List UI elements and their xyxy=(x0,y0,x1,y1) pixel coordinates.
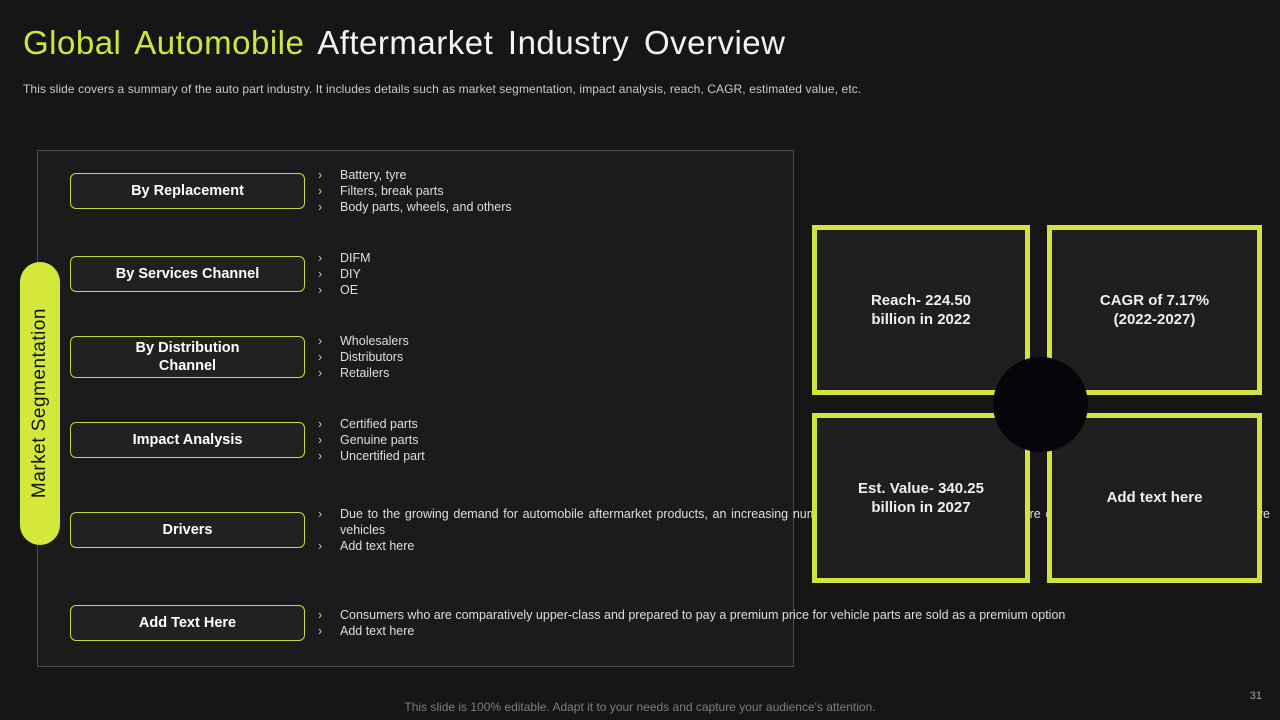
list-item: › Battery, tyre xyxy=(318,167,407,182)
segmentation-row: By Distribution Channel › Wholesalers › Di… xyxy=(70,334,1270,380)
segmentation-row: Add Text Here › Consumers who are compara… xyxy=(70,598,1270,648)
footer-note: This slide is 100% editable. Adapt it to… xyxy=(404,700,876,714)
stat-text: Reach- 224.50 billion in 2022 xyxy=(870,291,972,329)
stat-text: Add text here xyxy=(1106,489,1203,507)
segmentation-row: Impact Analysis › Certified parts › Genuin… xyxy=(70,417,1270,463)
chevron-bullet-icon: › xyxy=(318,333,323,348)
chevron-bullet-icon: › xyxy=(318,283,323,298)
market-segmentation-label: Market Segmentation xyxy=(29,308,50,499)
list-item: › Due to the growing demand for automobil… xyxy=(318,506,1270,537)
list-item: › DIY xyxy=(318,266,361,281)
bullet-list: › Due to the growing demand for automobil… xyxy=(318,506,1270,555)
list-item: › Certified parts xyxy=(318,416,418,431)
chevron-bullet-icon: › xyxy=(318,183,323,198)
stat-box-est-value[interactable]: Est. Value- 340.25 billion in 2027 xyxy=(812,413,1030,583)
title-rest: Aftermarket Industry Overview xyxy=(317,24,786,61)
list-item: › Genuine parts xyxy=(318,432,419,447)
chevron-bullet-icon: › xyxy=(318,506,323,521)
list-item: › Wholesalers xyxy=(318,333,409,348)
bullet-list: › Consumers who are comparatively upper-c… xyxy=(318,607,1270,640)
button-label: Drivers xyxy=(162,521,213,538)
stat-text: CAGR of 7.17% (2022-2027) xyxy=(1099,291,1210,329)
chevron-bullet-icon: › xyxy=(318,416,323,431)
segmentation-panel xyxy=(37,150,794,667)
by-distribution-channel-button[interactable]: By Distribution Channel xyxy=(70,335,305,379)
chevron-bullet-icon: › xyxy=(318,200,323,215)
list-item: › Body parts, wheels, and others xyxy=(318,200,512,215)
chevron-bullet-icon: › xyxy=(318,250,323,265)
add-text-here-button[interactable]: Add Text Here xyxy=(70,605,305,641)
list-item: › Uncertified part xyxy=(318,449,425,464)
bullet-list: › Wholesalers › Distributors › Retailers xyxy=(318,333,1270,382)
button-label: By Services Channel xyxy=(115,265,260,282)
bullet-list: › DIFM › DIY › OE xyxy=(318,250,1270,299)
list-item: › OE xyxy=(318,283,359,298)
list-item: › Add text here xyxy=(318,624,415,638)
page-number: 31 xyxy=(1249,690,1262,702)
list-item: › Retailers xyxy=(318,366,390,381)
chevron-bullet-icon: › xyxy=(318,349,323,364)
stat-box-add-text[interactable]: Add text here xyxy=(1047,413,1262,583)
chevron-bullet-icon: › xyxy=(318,266,323,281)
segmentation-row: Drivers › Due to the growing demand for a… xyxy=(70,497,1270,563)
chevron-bullet-icon: › xyxy=(318,624,323,638)
impact-analysis-button[interactable]: Impact Analysis xyxy=(70,422,305,458)
market-segmentation-pill[interactable]: Market Segmentation xyxy=(20,262,60,545)
button-label: Impact Analysis xyxy=(132,431,243,448)
button-label: By Distribution Channel xyxy=(135,339,240,374)
page-title: Global Automobile Aftermarket Industry O… xyxy=(23,24,786,62)
button-label: By Replacement xyxy=(131,182,244,199)
chevron-bullet-icon: › xyxy=(318,366,323,381)
segmentation-row: By Replacement › Battery, tyre › Filters, … xyxy=(70,168,1270,214)
segmentation-row: By Services Channel › DIFM › DIY › OE xyxy=(70,251,1270,297)
list-item: › Add text here xyxy=(318,539,415,554)
chevron-bullet-icon: › xyxy=(318,432,323,447)
by-replacement-button[interactable]: By Replacement xyxy=(70,173,305,209)
chevron-bullet-icon: › xyxy=(318,449,323,464)
list-item: › Filters, break parts xyxy=(318,183,444,198)
drivers-button[interactable]: Drivers xyxy=(70,512,305,548)
by-services-channel-button[interactable]: By Services Channel xyxy=(70,256,305,292)
chevron-bullet-icon: › xyxy=(318,607,323,622)
title-highlight: Global Automobile xyxy=(23,24,305,61)
list-item: › Consumers who are comparatively upper-c… xyxy=(318,607,1066,622)
chevron-bullet-icon: › xyxy=(318,539,323,554)
stat-box-cagr[interactable]: CAGR of 7.17% (2022-2027) xyxy=(1047,225,1262,395)
stat-text: Est. Value- 340.25 billion in 2027 xyxy=(858,479,984,517)
chevron-bullet-icon: › xyxy=(318,167,323,182)
bullet-list: › Battery, tyre › Filters, break parts › Bo… xyxy=(318,167,1270,216)
list-item: › DIFM xyxy=(318,250,371,265)
slide-subtitle: This slide covers a summary of the auto … xyxy=(23,82,862,96)
button-label: Add Text Here xyxy=(138,614,237,631)
bullet-list: › Certified parts › Genuine parts › Uncerti… xyxy=(318,416,1270,465)
stat-box-reach[interactable]: Reach- 224.50 billion in 2022 xyxy=(812,225,1030,395)
center-circle-decoration xyxy=(993,357,1088,452)
list-item: › Distributors xyxy=(318,349,404,364)
